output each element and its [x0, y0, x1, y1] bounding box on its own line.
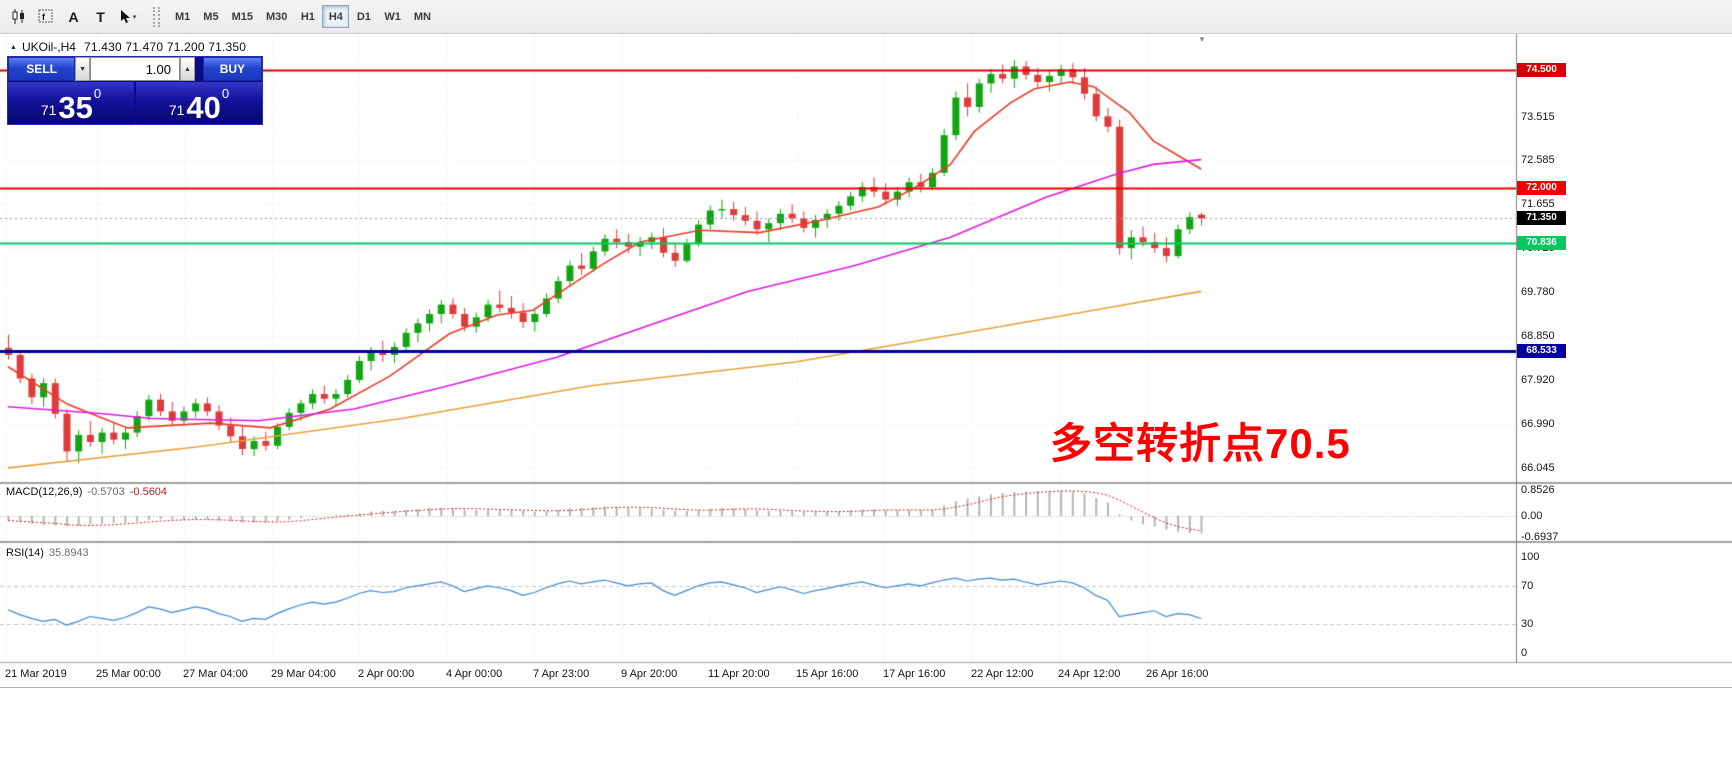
timeframe-d1-button[interactable]: D1	[350, 5, 377, 28]
buy-button[interactable]: BUY	[202, 57, 262, 81]
svg-text:f: f	[42, 12, 46, 22]
one-click-trading-panel: SELL ▼ ▲ BUY 71 35 0 71 40 0	[7, 56, 263, 125]
chart-window: 73.515 72.585 71.655 70.725 69.780 68.850 67.9…	[0, 34, 1732, 687]
timeframe-w1-button[interactable]: W1	[378, 5, 407, 28]
sell-button[interactable]: SELL	[8, 57, 76, 81]
timeframe-h1-button[interactable]: H1	[294, 5, 321, 28]
text-tool-button[interactable]: T	[87, 4, 114, 29]
toolbar: f A T ▾ M1 M5 M15 M30 H1 H4 D1 W1 MN	[0, 0, 1732, 34]
trade-controls-row: SELL ▼ ▲ BUY	[8, 57, 262, 81]
macd-indicator-label: MACD(12,26,9) -0.5703 -0.5604	[6, 486, 167, 498]
buy-price-display[interactable]: 71 40 0	[136, 82, 262, 124]
chevron-down-icon: ▾	[132, 13, 137, 21]
trade-panel-gap	[195, 57, 203, 81]
chart-annotation-text: 多空转折点70.5	[1050, 420, 1351, 467]
indicator-grid-icon: f	[38, 9, 53, 23]
buy-price-pips: 40	[186, 89, 221, 125]
volume-increase-button[interactable]: ▲	[180, 57, 195, 81]
buy-price-pipette: 0	[221, 86, 230, 101]
chart-canvas[interactable]	[0, 34, 1732, 687]
volume-input[interactable]	[90, 57, 180, 81]
chart-type-candles-button[interactable]	[6, 4, 33, 29]
sell-price-pipette: 0	[93, 86, 102, 101]
triangle-up-icon: ▲	[10, 44, 17, 51]
rsi-indicator-label: RSI(14) 35.8943	[6, 547, 89, 559]
sell-price-whole: 71	[40, 102, 57, 118]
buy-price-whole: 71	[168, 102, 185, 118]
timeframe-mn-button[interactable]: MN	[408, 5, 437, 28]
rsi-value: 35.8943	[48, 547, 89, 559]
cursor-arrow-icon	[120, 10, 130, 23]
macd-signal-value: -0.5604	[129, 486, 168, 498]
timeframe-h4-button[interactable]: H4	[322, 5, 350, 28]
chart-ohlc-values: 71.430 71.470 71.200 71.350	[83, 40, 247, 54]
rsi-name: RSI(14)	[6, 547, 44, 559]
volume-decrease-button[interactable]: ▼	[75, 57, 90, 81]
macd-name: MACD(12,26,9)	[6, 486, 83, 498]
sell-price-pips: 35	[58, 89, 93, 125]
macd-value: -0.5703	[87, 486, 125, 498]
chart-shift-marker-icon[interactable]: ▼	[1198, 35, 1206, 44]
caret-down-icon: ▼	[79, 65, 87, 73]
candlestick-chart-icon	[12, 9, 24, 24]
cursor-tool-button[interactable]: ▾	[114, 4, 141, 29]
chart-symbol-label: UKOil-,H4	[21, 40, 76, 54]
indicator-list-button[interactable]: f	[33, 4, 60, 29]
timeframe-m15-button[interactable]: M15	[226, 5, 259, 28]
sell-price-display[interactable]: 71 35 0	[8, 82, 134, 124]
text-label-tool-button[interactable]: A	[60, 4, 87, 29]
chart-symbol-header: ▲ UKOil-,H4 71.430 71.470 71.200 71.350	[10, 40, 246, 54]
timeframe-m1-button[interactable]: M1	[169, 5, 196, 28]
toolbar-grip[interactable]	[153, 6, 160, 27]
timeframe-m5-button[interactable]: M5	[197, 5, 224, 28]
timeframe-m30-button[interactable]: M30	[260, 5, 293, 28]
caret-up-icon: ▲	[183, 65, 191, 73]
trade-prices-row: 71 35 0 71 40 0	[8, 82, 262, 124]
bottom-empty-area	[0, 687, 1732, 758]
